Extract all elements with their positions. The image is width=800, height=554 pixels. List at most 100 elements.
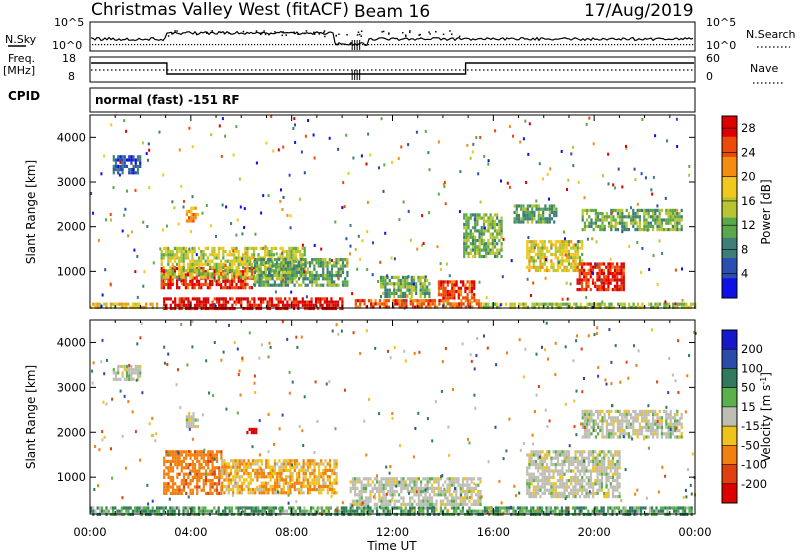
velocity-cell — [273, 459, 277, 463]
power-cell — [438, 299, 441, 303]
velocity-cell — [494, 506, 497, 510]
velocity-cell — [208, 509, 211, 513]
power-cell — [220, 154, 223, 158]
power-cell — [543, 262, 546, 266]
power-cell — [561, 246, 564, 250]
velocity-cell — [367, 502, 370, 506]
power-cell — [264, 283, 268, 287]
power-cell — [326, 274, 329, 278]
power-cell — [591, 278, 595, 282]
velocity-cell — [207, 463, 210, 467]
power-cell — [382, 279, 385, 283]
velocity-cell — [322, 484, 325, 488]
power-cell — [480, 254, 483, 259]
velocity-cell — [406, 509, 409, 513]
velocity-cell — [335, 478, 338, 482]
power-cell — [308, 303, 311, 307]
velocity-cell — [249, 478, 252, 482]
power-cell — [551, 305, 554, 309]
power-cell — [643, 212, 646, 216]
velocity-cell — [200, 506, 203, 510]
power-cell — [601, 212, 604, 216]
power-cell — [656, 224, 659, 228]
power-cell — [577, 180, 580, 184]
power-cell — [112, 168, 115, 172]
power-cell — [286, 213, 289, 217]
power-cell — [689, 305, 692, 309]
power-cell — [660, 228, 663, 232]
velocity-cell — [211, 469, 214, 473]
velocity-cell — [470, 509, 473, 513]
power-cell — [315, 283, 318, 287]
nsearch-dot — [296, 44, 298, 46]
nsearch-dot — [515, 44, 517, 46]
power-cell — [300, 270, 303, 274]
power-cell — [474, 235, 477, 239]
power-cell — [557, 302, 560, 306]
power-cell — [420, 243, 423, 247]
velocity-cell — [481, 509, 484, 513]
power-cell — [328, 136, 331, 140]
nsearch-dot — [209, 44, 211, 46]
power-cell — [304, 264, 307, 268]
velocity-cell — [211, 472, 214, 476]
velocity-cell — [215, 485, 219, 489]
power-cell — [253, 253, 256, 257]
power-cell — [470, 293, 474, 297]
nsearch-dot — [506, 44, 508, 46]
power-cell — [645, 218, 648, 222]
power-cell — [268, 303, 271, 307]
power-cell — [665, 221, 668, 225]
power-cell — [526, 277, 529, 281]
velocity-cell — [378, 483, 381, 487]
power-cell — [541, 265, 544, 269]
power-cell — [109, 302, 112, 306]
power-cell — [388, 288, 391, 292]
velocity-cell — [380, 496, 383, 500]
velocity-cell — [415, 493, 418, 497]
power-cell — [446, 280, 449, 284]
power-cell — [112, 155, 115, 159]
power-cell — [191, 286, 194, 290]
nsearch-dot — [236, 44, 238, 46]
velocity-cell — [302, 481, 305, 485]
power-cell — [428, 295, 431, 299]
power-cell — [444, 202, 447, 206]
power-cell — [220, 275, 223, 279]
velocity-cell — [333, 472, 336, 476]
power-cell — [553, 302, 556, 306]
power-cell — [567, 256, 571, 260]
nsky-dot — [428, 31, 430, 33]
power-cell — [534, 252, 538, 257]
velocity-cell — [422, 502, 425, 506]
velocity-cell — [209, 485, 212, 489]
velocity-cell — [373, 483, 376, 487]
power-cell — [167, 282, 170, 287]
power-cell — [587, 281, 590, 285]
power-cell — [182, 205, 185, 209]
power-cell — [480, 232, 483, 236]
power-cell — [246, 266, 249, 270]
velocity-cell — [256, 488, 259, 492]
power-cell — [493, 229, 497, 233]
power-cell — [473, 283, 476, 287]
power-cell — [459, 170, 462, 174]
velocity-cell — [191, 475, 194, 479]
power-cell — [459, 289, 463, 294]
nsky-dot — [449, 30, 451, 32]
power-cell — [469, 235, 472, 239]
power-cell — [242, 286, 245, 290]
power-cell — [191, 272, 194, 276]
velocity-cell — [227, 481, 230, 485]
power-cell — [282, 258, 285, 262]
velocity-cell — [593, 506, 596, 510]
power-cell — [603, 215, 606, 219]
power-cell — [669, 212, 672, 216]
power-cell — [483, 242, 486, 246]
power-cell — [565, 256, 568, 260]
power-cell — [217, 272, 220, 276]
velocity-cell — [349, 490, 352, 494]
nsearch-dot — [149, 44, 151, 46]
nsky-dot — [305, 30, 308, 32]
power-cell — [424, 275, 427, 279]
